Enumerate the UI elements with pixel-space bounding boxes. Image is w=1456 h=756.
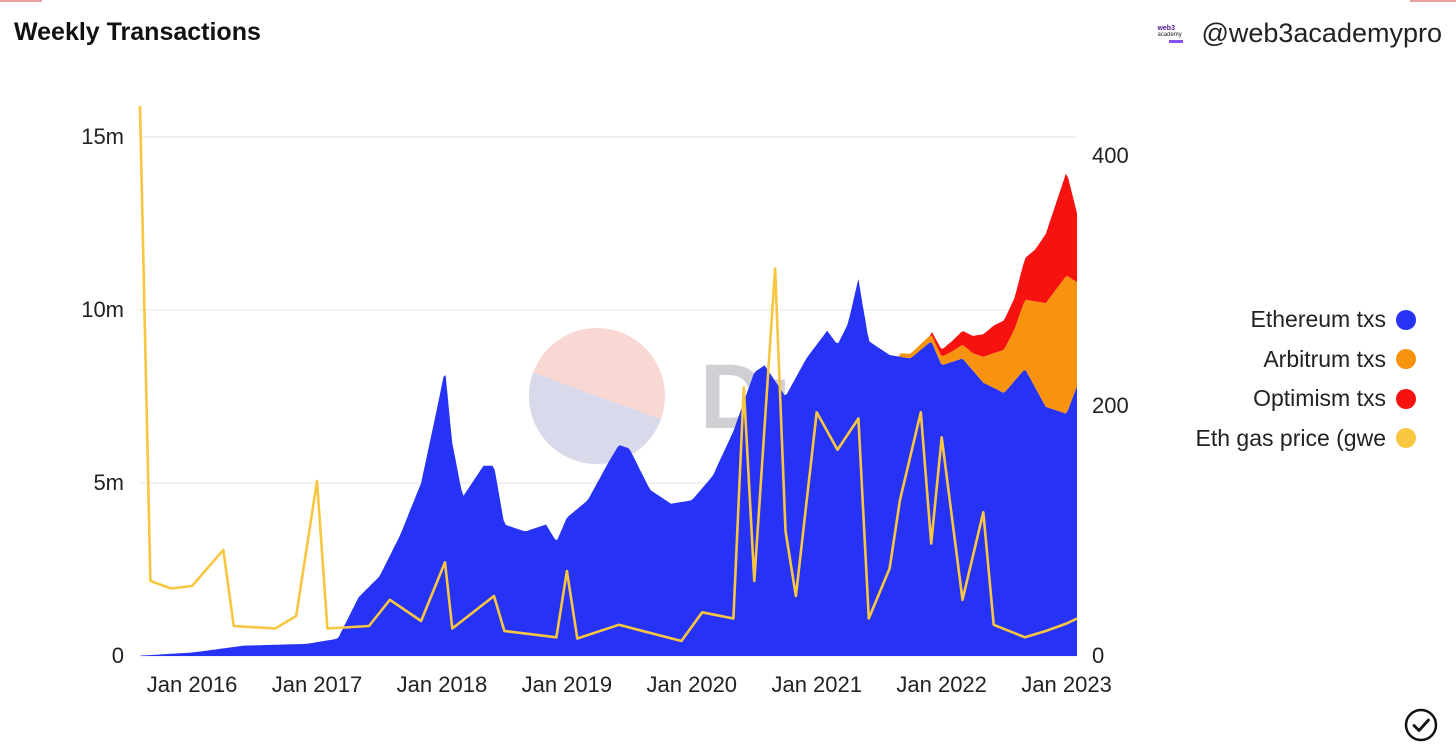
check-circle-icon[interactable] [1404, 708, 1438, 742]
y-right-tick-label: 0 [1092, 643, 1104, 668]
brand-handle: @web3academypro [1201, 18, 1442, 48]
y-left-tick-label: 15m [81, 124, 124, 149]
legend-item-ethereum[interactable]: Ethereum txs [1160, 300, 1416, 340]
area-ethereum [140, 278, 1077, 656]
area-series [140, 173, 1077, 656]
x-tick-label: Jan 2022 [896, 672, 987, 697]
legend-item-optimism[interactable]: Optimism txs [1160, 379, 1416, 419]
x-tick-label: Jan 2021 [771, 672, 862, 697]
legend-dot [1396, 428, 1416, 449]
top-border [0, 0, 1456, 2]
x-tick-label: Jan 2017 [272, 672, 363, 697]
x-tick-label: Jan 2016 [147, 672, 238, 697]
y-right-tick-label: 400 [1092, 143, 1129, 168]
line-gas-price [138, 105, 1078, 643]
legend-item-arbitrum[interactable]: Arbitrum txs [1160, 340, 1416, 380]
legend: Ethereum txs Arbitrum txs Optimism txs E… [1160, 300, 1416, 458]
legend-label: Optimism txs [1253, 385, 1386, 412]
brand-logo-line2: academy [1157, 31, 1182, 38]
axes: 0 5m 10m 15m 0 200 400 Jan 2016 Jan 2017 Jan 2018… [81, 124, 1129, 697]
brand-logo-bar [1169, 39, 1184, 43]
legend-item-gas[interactable]: Eth gas price (gwe [1160, 419, 1416, 459]
legend-label: Ethereum txs [1250, 306, 1387, 333]
line-series [138, 105, 1078, 643]
x-tick-label: Jan 2023 [1021, 672, 1112, 697]
watermark-circle-bottom [528, 372, 661, 464]
x-tick-label: Jan 2020 [647, 672, 738, 697]
top-border-left [0, 0, 42, 2]
brand-logo-line1: web3 [1157, 24, 1175, 32]
y-right-tick-label: 200 [1092, 393, 1129, 418]
top-border-right [1410, 0, 1456, 2]
y-left-tick-label: 5m [93, 470, 124, 495]
legend-label: Arbitrum txs [1263, 345, 1386, 372]
legend-dot [1396, 309, 1416, 330]
x-tick-label: Jan 2019 [522, 672, 613, 697]
legend-dot [1396, 349, 1416, 370]
x-tick-label: Jan 2018 [397, 672, 488, 697]
brand-logo: web3 academy [1155, 23, 1185, 45]
legend-dot [1396, 388, 1416, 409]
y-left-tick-label: 10m [81, 297, 124, 322]
page-title: Weekly Transactions [14, 18, 261, 46]
y-left-tick-label: 0 [112, 643, 124, 668]
brand: web3 academy @web3academypro [1155, 18, 1442, 49]
legend-label: Eth gas price (gwe [1195, 424, 1386, 451]
